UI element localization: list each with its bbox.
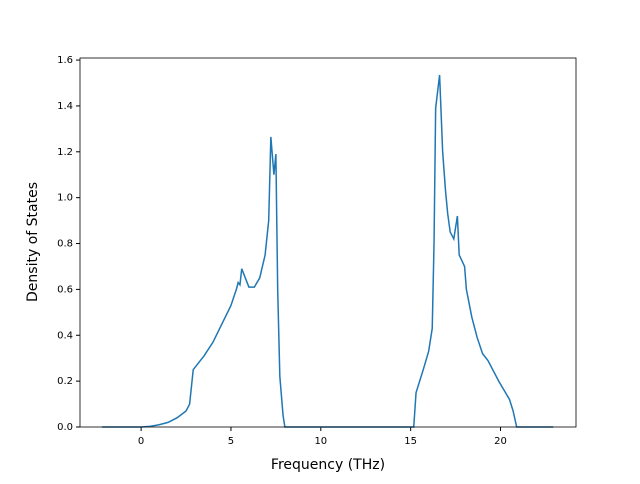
y-tick-label: 0.4 xyxy=(57,330,73,341)
y-tick-label: 1.6 xyxy=(57,55,73,66)
y-tick-label: 0.8 xyxy=(57,239,73,250)
x-tick-label: 5 xyxy=(228,436,234,447)
y-tick-label: 1.2 xyxy=(57,147,73,158)
x-tick-label: 15 xyxy=(404,436,417,447)
line xyxy=(102,74,554,428)
x-tick-label: 10 xyxy=(314,436,327,447)
y-tick-label: 0.2 xyxy=(57,376,73,387)
y-tick-label: 1.4 xyxy=(57,101,73,112)
x-tick-label: 0 xyxy=(138,436,144,447)
y-tick-label: 1.0 xyxy=(57,193,73,204)
y-axis-label: Density of States xyxy=(25,182,41,302)
x-tick-label: 20 xyxy=(494,436,507,447)
y-tick-label: 0.6 xyxy=(57,284,73,295)
plot-frame xyxy=(79,57,577,428)
y-tick-label: 0.0 xyxy=(57,422,73,433)
x-axis-label: Frequency (THz) xyxy=(271,457,385,473)
